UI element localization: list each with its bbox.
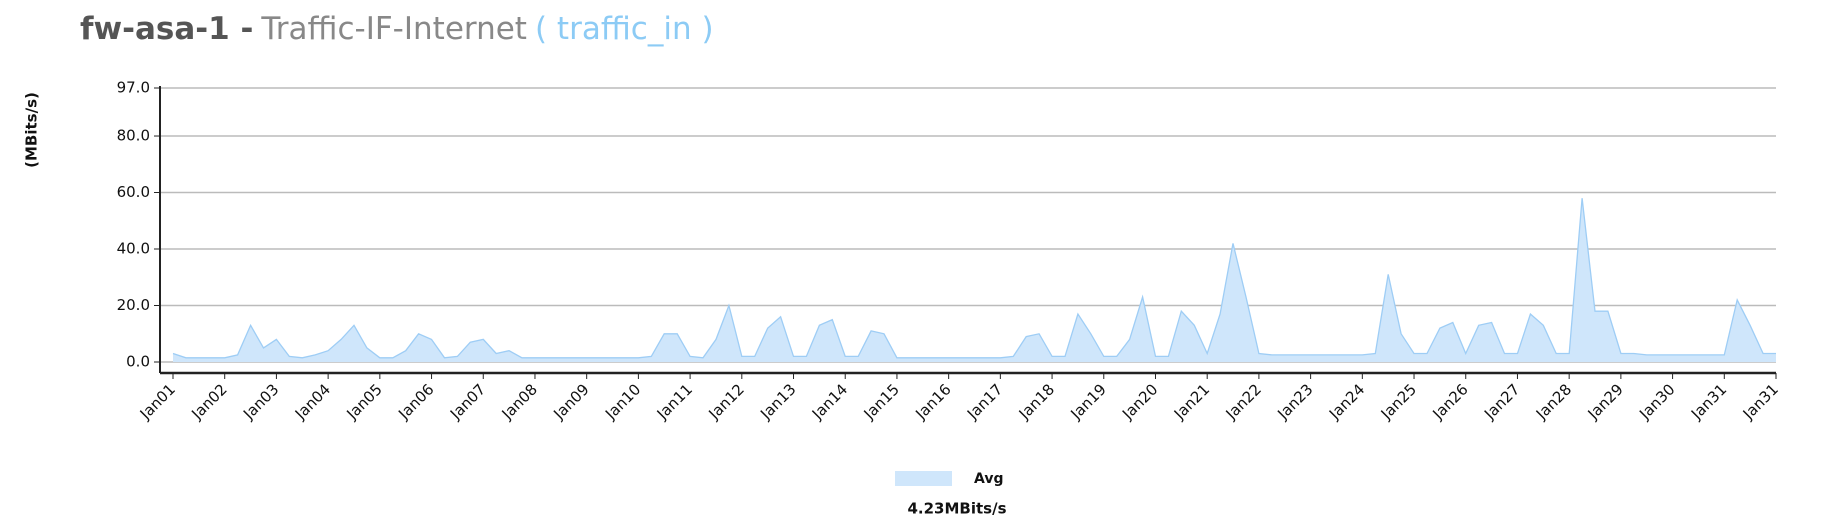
y-tick-label: 97.0 [117, 79, 150, 97]
x-tick-label: Jan27 [1480, 380, 1523, 423]
x-tick-label: Jan17 [963, 380, 1006, 423]
x-tick-label: Jan21 [1170, 380, 1213, 423]
x-tick-label: Jan12 [705, 380, 748, 423]
x-tick-label: Jan01 [136, 380, 179, 423]
x-tick-label: Jan08 [498, 380, 541, 423]
x-tick-label: Jan10 [601, 380, 644, 423]
y-tick-label: 0.0 [126, 353, 150, 371]
chart-title: fw-asa-1 - Traffic-IF-Internet( traffic_i… [80, 11, 714, 47]
title-item: ( traffic_in ) [535, 11, 714, 47]
legend-label: Avg [974, 471, 1003, 487]
y-tick-label: 80.0 [117, 127, 150, 145]
x-tick-label: Jan14 [808, 380, 851, 423]
x-tick-label: Jan23 [1273, 380, 1316, 423]
title-graph: Traffic-IF-Internet [260, 11, 527, 47]
title-host: fw-asa-1 - [80, 11, 253, 47]
x-tick-label: Jan07 [446, 380, 489, 423]
legend-summary: 4.23MBits/s [907, 500, 1006, 518]
x-tick-label: Jan15 [860, 380, 903, 423]
x-tick-label: Jan18 [1015, 380, 1058, 423]
x-tick-label: Jan31 [1739, 380, 1782, 423]
x-tick-label: Jan03 [239, 380, 282, 423]
x-tick-label: Jan28 [1532, 380, 1575, 423]
y-tick-label: 60.0 [117, 183, 150, 201]
y-axis-label: (MBits/s) [23, 92, 41, 168]
y-tick-label: 40.0 [117, 240, 150, 258]
x-tick-label: Jan20 [1118, 380, 1161, 423]
area-line [172, 198, 1776, 359]
x-tick-label: Jan26 [1428, 380, 1471, 423]
x-tick-label: Jan30 [1635, 380, 1678, 423]
x-tick-label: Jan29 [1584, 380, 1627, 423]
x-tick-label: Jan05 [343, 380, 386, 423]
y-tick-label: 20.0 [117, 296, 150, 314]
x-tick-label: Jan06 [394, 380, 437, 423]
x-tick-label: Jan02 [187, 380, 230, 423]
x-tick-label: Jan16 [911, 380, 954, 423]
x-tick-label: Jan25 [1377, 380, 1420, 423]
x-tick-label: Jan22 [1222, 380, 1265, 423]
x-tick-label: Jan24 [1325, 380, 1368, 423]
x-tick-label: Jan04 [291, 380, 334, 423]
area [173, 198, 1776, 362]
x-tick-label: Jan11 [653, 380, 696, 423]
x-tick-label: Jan19 [1066, 380, 1109, 423]
legend-swatch [895, 471, 952, 486]
x-tick-label: Jan31 [1687, 380, 1730, 423]
x-tick-label: Jan09 [549, 380, 592, 423]
x-tick-label: Jan13 [756, 380, 799, 423]
